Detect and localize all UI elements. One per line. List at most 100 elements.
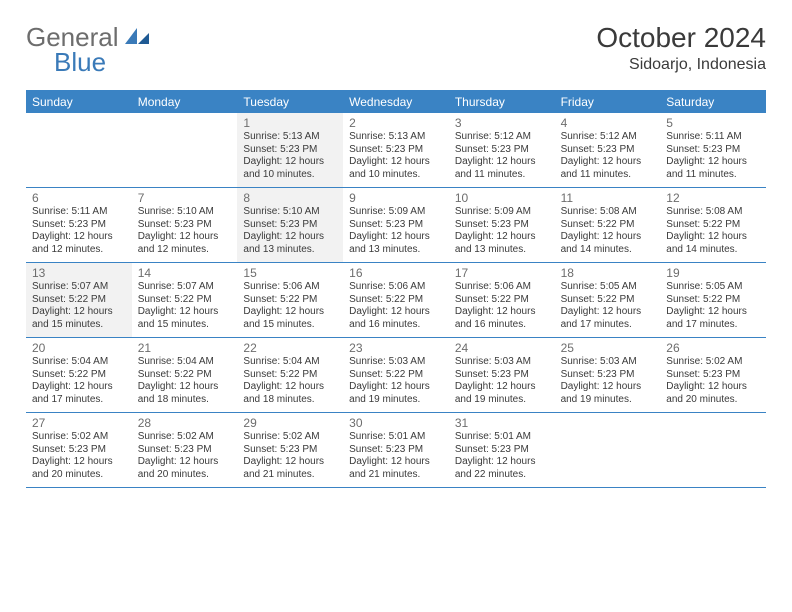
day-sunrise: Sunrise: 5:02 AM bbox=[138, 431, 232, 444]
day-cell: 7Sunrise: 5:10 AMSunset: 5:23 PMDaylight… bbox=[132, 188, 238, 262]
weekday-thursday: Thursday bbox=[449, 91, 555, 113]
day-day1: Daylight: 12 hours bbox=[455, 381, 549, 394]
day-day2: and 19 minutes. bbox=[455, 394, 549, 407]
day-day1: Daylight: 12 hours bbox=[561, 156, 655, 169]
day-cell: 11Sunrise: 5:08 AMSunset: 5:22 PMDayligh… bbox=[555, 188, 661, 262]
day-sunset: Sunset: 5:22 PM bbox=[243, 369, 337, 382]
day-cell: 26Sunrise: 5:02 AMSunset: 5:23 PMDayligh… bbox=[660, 338, 766, 412]
day-cell: 6Sunrise: 5:11 AMSunset: 5:23 PMDaylight… bbox=[26, 188, 132, 262]
sail-icon bbox=[123, 22, 151, 53]
day-day2: and 18 minutes. bbox=[138, 394, 232, 407]
location: Sidoarjo, Indonesia bbox=[596, 56, 766, 74]
day-day2: and 10 minutes. bbox=[349, 169, 443, 182]
day-cell bbox=[660, 413, 766, 487]
day-day2: and 15 minutes. bbox=[32, 319, 126, 332]
day-sunrise: Sunrise: 5:11 AM bbox=[32, 206, 126, 219]
day-cell: 3Sunrise: 5:12 AMSunset: 5:23 PMDaylight… bbox=[449, 113, 555, 187]
day-cell: 17Sunrise: 5:06 AMSunset: 5:22 PMDayligh… bbox=[449, 263, 555, 337]
day-sunrise: Sunrise: 5:06 AM bbox=[349, 281, 443, 294]
day-day2: and 17 minutes. bbox=[666, 319, 760, 332]
day-sunset: Sunset: 5:22 PM bbox=[32, 294, 126, 307]
day-number: 29 bbox=[243, 416, 337, 430]
day-day1: Daylight: 12 hours bbox=[455, 306, 549, 319]
day-day2: and 20 minutes. bbox=[32, 469, 126, 482]
day-day2: and 10 minutes. bbox=[243, 169, 337, 182]
weekday-monday: Monday bbox=[132, 91, 238, 113]
day-day2: and 21 minutes. bbox=[349, 469, 443, 482]
day-day2: and 15 minutes. bbox=[138, 319, 232, 332]
day-number: 25 bbox=[561, 341, 655, 355]
day-sunset: Sunset: 5:23 PM bbox=[32, 219, 126, 232]
day-day1: Daylight: 12 hours bbox=[32, 456, 126, 469]
day-sunrise: Sunrise: 5:09 AM bbox=[455, 206, 549, 219]
header: GeneralBlue October 2024 Sidoarjo, Indon… bbox=[26, 22, 766, 78]
day-sunset: Sunset: 5:23 PM bbox=[349, 144, 443, 157]
day-cell bbox=[26, 113, 132, 187]
day-day1: Daylight: 12 hours bbox=[243, 231, 337, 244]
day-number: 13 bbox=[32, 266, 126, 280]
day-cell: 24Sunrise: 5:03 AMSunset: 5:23 PMDayligh… bbox=[449, 338, 555, 412]
day-day1: Daylight: 12 hours bbox=[138, 456, 232, 469]
calendar: Sunday Monday Tuesday Wednesday Thursday… bbox=[26, 91, 766, 488]
day-sunrise: Sunrise: 5:03 AM bbox=[349, 356, 443, 369]
day-number: 19 bbox=[666, 266, 760, 280]
weekday-saturday: Saturday bbox=[660, 91, 766, 113]
day-number: 28 bbox=[138, 416, 232, 430]
day-number: 27 bbox=[32, 416, 126, 430]
day-cell: 20Sunrise: 5:04 AMSunset: 5:22 PMDayligh… bbox=[26, 338, 132, 412]
day-sunset: Sunset: 5:22 PM bbox=[138, 369, 232, 382]
weekday-friday: Friday bbox=[555, 91, 661, 113]
day-sunrise: Sunrise: 5:05 AM bbox=[666, 281, 760, 294]
day-day1: Daylight: 12 hours bbox=[666, 306, 760, 319]
day-day2: and 13 minutes. bbox=[349, 244, 443, 257]
day-cell: 19Sunrise: 5:05 AMSunset: 5:22 PMDayligh… bbox=[660, 263, 766, 337]
day-sunset: Sunset: 5:22 PM bbox=[349, 369, 443, 382]
day-cell: 8Sunrise: 5:10 AMSunset: 5:23 PMDaylight… bbox=[237, 188, 343, 262]
day-number: 10 bbox=[455, 191, 549, 205]
day-day2: and 20 minutes. bbox=[666, 394, 760, 407]
day-sunset: Sunset: 5:23 PM bbox=[243, 219, 337, 232]
day-cell bbox=[555, 413, 661, 487]
day-day1: Daylight: 12 hours bbox=[243, 456, 337, 469]
day-sunset: Sunset: 5:23 PM bbox=[455, 144, 549, 157]
week-row: 13Sunrise: 5:07 AMSunset: 5:22 PMDayligh… bbox=[26, 263, 766, 338]
day-day1: Daylight: 12 hours bbox=[32, 231, 126, 244]
day-day1: Daylight: 12 hours bbox=[32, 381, 126, 394]
day-sunrise: Sunrise: 5:13 AM bbox=[243, 131, 337, 144]
day-number: 12 bbox=[666, 191, 760, 205]
day-sunset: Sunset: 5:22 PM bbox=[243, 294, 337, 307]
day-day2: and 11 minutes. bbox=[666, 169, 760, 182]
day-day2: and 19 minutes. bbox=[561, 394, 655, 407]
day-day1: Daylight: 12 hours bbox=[138, 381, 232, 394]
day-number: 14 bbox=[138, 266, 232, 280]
week-row: 27Sunrise: 5:02 AMSunset: 5:23 PMDayligh… bbox=[26, 413, 766, 488]
day-sunset: Sunset: 5:23 PM bbox=[561, 369, 655, 382]
day-sunset: Sunset: 5:22 PM bbox=[455, 294, 549, 307]
day-cell: 2Sunrise: 5:13 AMSunset: 5:23 PMDaylight… bbox=[343, 113, 449, 187]
day-day2: and 18 minutes. bbox=[243, 394, 337, 407]
day-number: 23 bbox=[349, 341, 443, 355]
day-day1: Daylight: 12 hours bbox=[349, 381, 443, 394]
day-day2: and 12 minutes. bbox=[32, 244, 126, 257]
day-sunset: Sunset: 5:23 PM bbox=[455, 369, 549, 382]
day-number: 17 bbox=[455, 266, 549, 280]
day-day1: Daylight: 12 hours bbox=[455, 156, 549, 169]
day-sunset: Sunset: 5:22 PM bbox=[666, 294, 760, 307]
day-sunrise: Sunrise: 5:04 AM bbox=[138, 356, 232, 369]
day-sunrise: Sunrise: 5:01 AM bbox=[455, 431, 549, 444]
day-day2: and 16 minutes. bbox=[455, 319, 549, 332]
day-day2: and 17 minutes. bbox=[32, 394, 126, 407]
day-sunrise: Sunrise: 5:09 AM bbox=[349, 206, 443, 219]
title-block: October 2024 Sidoarjo, Indonesia bbox=[596, 22, 766, 74]
day-number: 15 bbox=[243, 266, 337, 280]
day-cell: 16Sunrise: 5:06 AMSunset: 5:22 PMDayligh… bbox=[343, 263, 449, 337]
day-sunrise: Sunrise: 5:04 AM bbox=[32, 356, 126, 369]
day-day2: and 11 minutes. bbox=[455, 169, 549, 182]
day-sunrise: Sunrise: 5:13 AM bbox=[349, 131, 443, 144]
day-cell: 15Sunrise: 5:06 AMSunset: 5:22 PMDayligh… bbox=[237, 263, 343, 337]
day-day1: Daylight: 12 hours bbox=[138, 231, 232, 244]
day-number: 3 bbox=[455, 116, 549, 130]
day-day1: Daylight: 12 hours bbox=[666, 231, 760, 244]
day-day2: and 19 minutes. bbox=[349, 394, 443, 407]
day-day1: Daylight: 12 hours bbox=[349, 456, 443, 469]
